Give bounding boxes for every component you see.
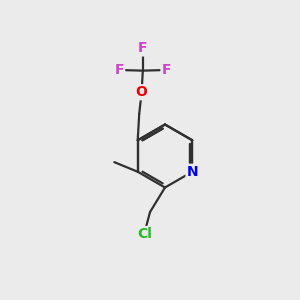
Text: F: F <box>161 63 171 77</box>
Text: N: N <box>187 165 198 179</box>
Text: Cl: Cl <box>137 227 152 241</box>
Text: O: O <box>136 85 148 99</box>
Text: F: F <box>115 63 124 77</box>
Text: F: F <box>138 41 148 56</box>
